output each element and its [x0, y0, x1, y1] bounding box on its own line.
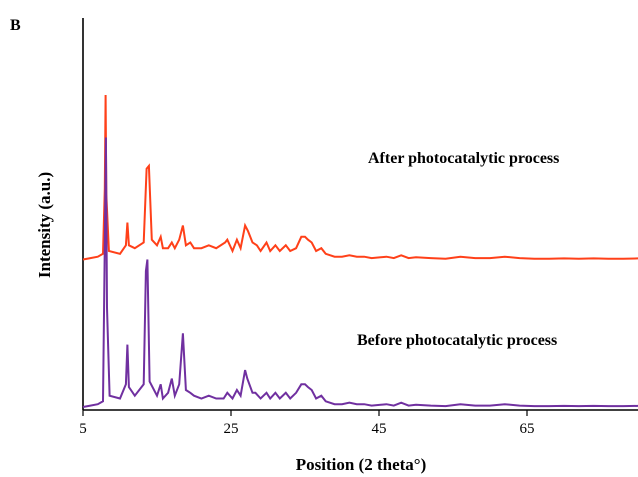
- y-axis-title: Intensity (a.u.): [35, 172, 54, 278]
- x-tick-label: 25: [224, 421, 239, 437]
- x-axis-title: Position (2 theta°): [296, 455, 427, 474]
- x-tick-label: 5: [79, 421, 87, 437]
- annotation-before: Before photocatalytic process: [357, 332, 557, 349]
- series-before-photocatalytic: [82, 137, 638, 408]
- x-tick-label: 65: [520, 421, 535, 437]
- annotation-after: After photocatalytic process: [368, 150, 559, 167]
- x-tick-label: 45: [372, 421, 387, 437]
- series-after-photocatalytic: [82, 94, 638, 261]
- panel-label: B: [10, 17, 21, 34]
- x-ticks: 5 25 45 65: [79, 410, 535, 437]
